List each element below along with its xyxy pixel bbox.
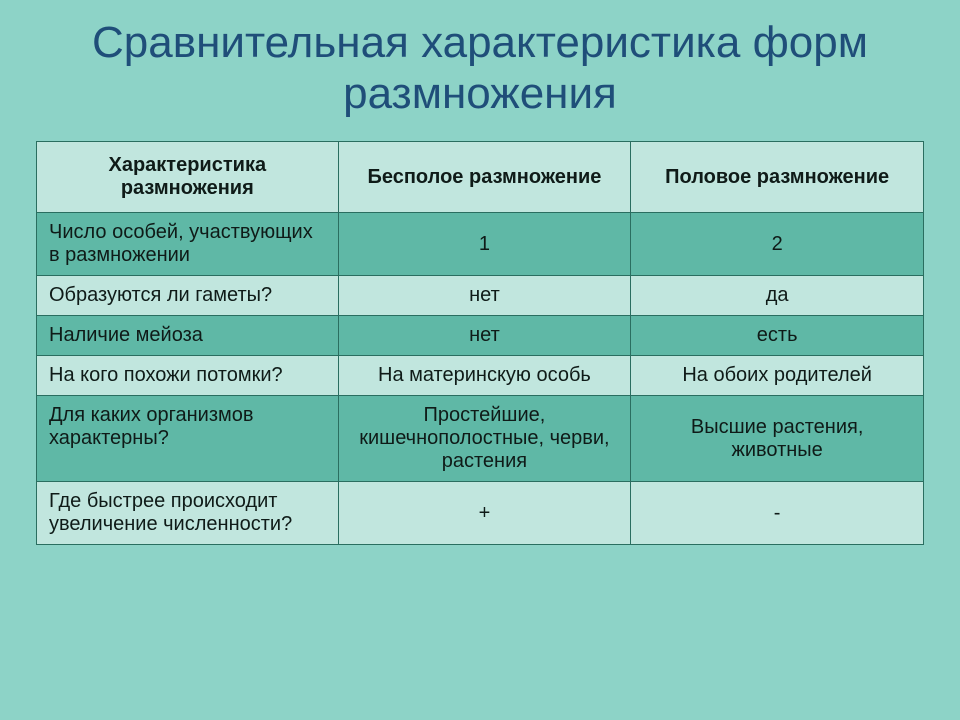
cell-asexual: +	[338, 482, 631, 545]
table-row: На кого похожи потомки? На материнскую о…	[37, 356, 924, 396]
table-row: Для каких организмов характерны? Простей…	[37, 396, 924, 482]
table-row: Наличие мейоза нет есть	[37, 316, 924, 356]
row-label: На кого похожи потомки?	[37, 356, 339, 396]
cell-sexual: На обоих родителей	[631, 356, 924, 396]
table-row: Образуются ли гаметы? нет да	[37, 276, 924, 316]
row-label: Наличие мейоза	[37, 316, 339, 356]
cell-asexual: 1	[338, 213, 631, 276]
page-title: Сравнительная характеристика форм размно…	[36, 18, 924, 119]
row-label: Число особей, участвующих в размножении	[37, 213, 339, 276]
row-label: Образуются ли гаметы?	[37, 276, 339, 316]
table-row: Где быстрее происходит увеличение числен…	[37, 482, 924, 545]
cell-sexual: есть	[631, 316, 924, 356]
table-row: Число особей, участвующих в размножении …	[37, 213, 924, 276]
cell-sexual: Высшие растения, животные	[631, 396, 924, 482]
cell-asexual: нет	[338, 316, 631, 356]
col-header-sexual: Половое размножение	[631, 142, 924, 213]
row-label: Где быстрее происходит увеличение числен…	[37, 482, 339, 545]
comparison-table: Характеристика размножения Бесполое разм…	[36, 141, 924, 545]
slide: Сравнительная характеристика форм размно…	[0, 0, 960, 720]
cell-asexual: На материнскую особь	[338, 356, 631, 396]
cell-sexual: 2	[631, 213, 924, 276]
cell-asexual: Простейшие, кишечнополостные, черви, рас…	[338, 396, 631, 482]
cell-sexual: -	[631, 482, 924, 545]
cell-sexual: да	[631, 276, 924, 316]
cell-asexual: нет	[338, 276, 631, 316]
col-header-characteristic: Характеристика размножения	[37, 142, 339, 213]
table-header-row: Характеристика размножения Бесполое разм…	[37, 142, 924, 213]
row-label: Для каких организмов характерны?	[37, 396, 339, 482]
col-header-asexual: Бесполое размножение	[338, 142, 631, 213]
